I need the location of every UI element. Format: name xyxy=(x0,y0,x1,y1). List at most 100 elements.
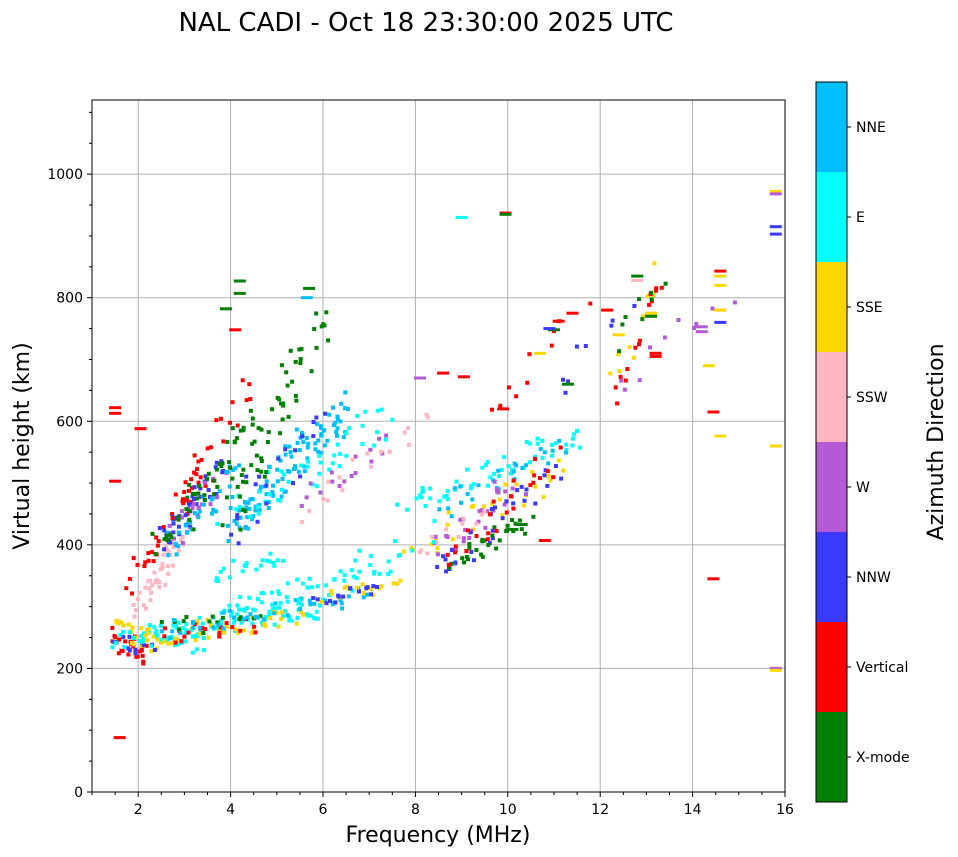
echo-point-nne xyxy=(176,530,181,535)
echo-point-x-mode xyxy=(162,537,167,542)
echo-point-vertical xyxy=(126,652,131,657)
echo-point-e xyxy=(257,489,262,494)
echo-point-e xyxy=(215,521,220,526)
echo-point-e xyxy=(305,459,310,464)
echo-point-nne xyxy=(564,450,568,455)
echo-point-x-mode xyxy=(219,464,224,469)
echo-point-nnw xyxy=(192,497,196,502)
x-tick-label: 16 xyxy=(776,802,794,818)
echo-point-x-mode xyxy=(259,456,264,461)
echo-point-vertical xyxy=(134,654,139,659)
echo-point-x-mode xyxy=(293,359,298,364)
echo-point-vertical xyxy=(113,736,126,740)
echo-point-sse xyxy=(401,549,406,554)
colorbar-segment-x-mode xyxy=(816,712,847,802)
echo-point-vertical xyxy=(531,480,536,485)
echo-point-sse xyxy=(435,546,440,551)
echo-point-w xyxy=(436,552,441,557)
echo-point-nne xyxy=(241,616,246,621)
echo-point-e xyxy=(532,454,537,459)
colorbar-label: NNE xyxy=(856,120,886,136)
echo-point-vertical xyxy=(511,506,516,511)
echo-point-nne xyxy=(511,469,516,474)
echo-point-sse xyxy=(263,623,268,628)
echo-point-e xyxy=(377,571,382,576)
echo-point-e xyxy=(317,454,322,458)
echo-point-nne xyxy=(287,444,292,449)
echo-point-nne xyxy=(165,530,170,535)
echo-point-e xyxy=(428,486,433,491)
echo-point-e xyxy=(528,441,532,446)
echo-point-e xyxy=(190,634,195,639)
echo-point-nne xyxy=(201,502,206,507)
echo-point-nne xyxy=(271,493,276,498)
echo-point-w xyxy=(329,470,334,475)
echo-point-nnw xyxy=(235,513,240,518)
echo-point-nnw xyxy=(276,456,281,461)
echo-point-sse xyxy=(409,546,414,551)
echo-point-e xyxy=(239,620,244,625)
echo-point-nne xyxy=(306,441,311,446)
echo-point-ssw xyxy=(434,539,439,544)
echo-point-e xyxy=(502,455,507,460)
echo-point-vertical xyxy=(190,485,194,490)
echo-point-e xyxy=(360,441,365,446)
echo-point-ssw xyxy=(165,564,170,569)
echo-point-x-mode xyxy=(176,627,181,632)
echo-point-w xyxy=(179,515,184,520)
echo-point-sse xyxy=(236,631,241,636)
echo-point-e xyxy=(278,601,283,606)
echo-point-nne xyxy=(279,494,284,499)
echo-point-vertical xyxy=(253,630,258,635)
echo-point-nne xyxy=(270,490,275,495)
echo-point-nne xyxy=(338,419,343,424)
echo-point-vertical xyxy=(117,637,122,642)
echo-point-vertical xyxy=(109,411,122,415)
echo-point-e xyxy=(428,496,433,501)
echo-point-e xyxy=(171,623,176,628)
echo-point-nne xyxy=(216,622,221,627)
echo-point-e xyxy=(240,569,245,574)
echo-point-x-mode xyxy=(265,440,270,444)
echo-point-vertical xyxy=(533,456,537,461)
echo-point-vertical xyxy=(170,512,175,516)
echo-point-e xyxy=(398,552,402,557)
echo-point-w xyxy=(461,536,466,541)
echo-point-w xyxy=(694,322,699,326)
echo-point-sse xyxy=(119,620,124,625)
echo-point-sse xyxy=(361,591,366,596)
echo-point-vertical xyxy=(509,494,514,499)
echo-point-vertical xyxy=(453,544,458,549)
echo-point-e xyxy=(256,596,260,601)
echo-point-e xyxy=(357,569,362,574)
echo-point-e xyxy=(218,569,223,574)
echo-point-nne xyxy=(248,497,253,502)
echo-point-e xyxy=(315,584,320,589)
echo-point-vertical xyxy=(235,423,240,428)
echo-point-e xyxy=(410,548,415,553)
x-tick-label: 10 xyxy=(499,802,517,818)
echo-point-nne xyxy=(217,489,222,494)
echo-point-nnw xyxy=(542,473,547,478)
echo-point-nne xyxy=(232,615,236,620)
echo-point-e xyxy=(445,497,450,501)
echo-point-nne xyxy=(250,497,255,502)
echo-point-w xyxy=(492,479,497,484)
echo-point-x-mode xyxy=(511,529,516,534)
echo-point-ssw xyxy=(154,578,159,583)
echo-point-x-mode xyxy=(176,515,181,519)
echo-point-vertical xyxy=(203,627,208,631)
echo-point-vertical xyxy=(238,628,243,633)
echo-point-x-mode xyxy=(645,314,657,318)
echo-point-sse xyxy=(469,504,474,509)
echo-point-vertical xyxy=(601,308,614,312)
echo-point-nnw xyxy=(194,502,199,507)
echo-point-x-mode xyxy=(513,521,518,526)
echo-point-nnw xyxy=(553,464,558,468)
chart-title: NAL CADI - Oct 18 23:30:00 2025 UTC xyxy=(178,8,673,38)
echo-point-e xyxy=(155,633,159,638)
echo-point-x-mode xyxy=(494,546,499,551)
echo-point-nne xyxy=(293,464,297,469)
echo-point-x-mode xyxy=(270,407,275,412)
echo-point-vertical xyxy=(155,543,160,548)
